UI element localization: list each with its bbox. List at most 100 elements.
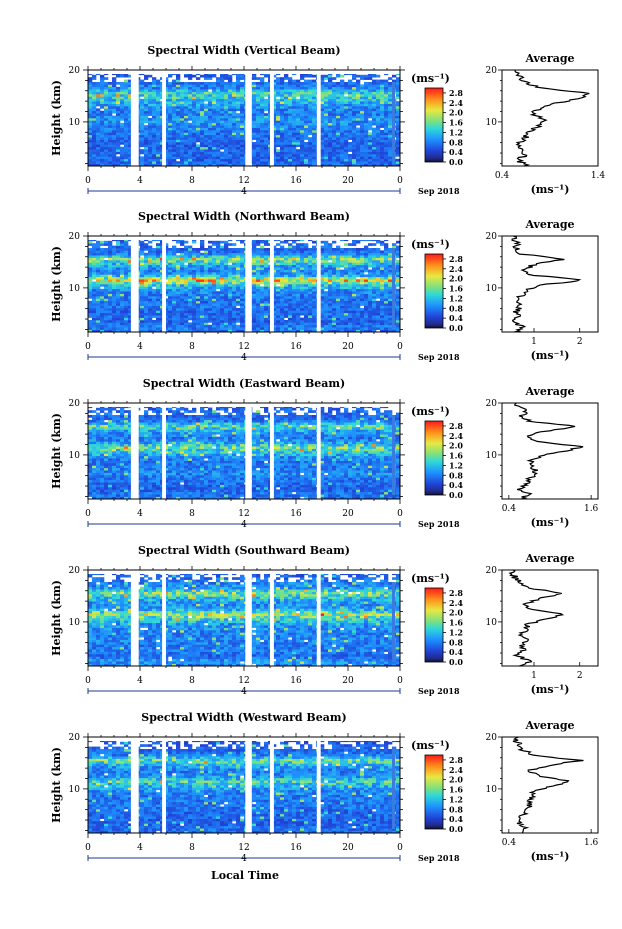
heatmap-cell: [180, 98, 185, 102]
heatmap-cell: [140, 89, 145, 92]
heatmap-cell: [148, 293, 153, 297]
heatmap-cell: [208, 115, 213, 119]
heatmap-cell: [112, 163, 117, 167]
heatmap-cell: [184, 272, 189, 275]
heatmap-cell: [232, 327, 237, 330]
heatmap-cell: [184, 103, 189, 107]
heatmap-cell: [292, 279, 297, 282]
heatmap-cell: [264, 156, 269, 160]
heatmap-cell: [252, 272, 257, 275]
average-x-tick-label: 1.4: [591, 171, 606, 181]
heatmap-cell: [168, 327, 173, 330]
heatmap-cell: [204, 308, 209, 311]
heatmap-cell: [196, 118, 201, 121]
heatmap-cell: [208, 144, 213, 148]
heatmap-cell: [172, 156, 177, 160]
heatmap-cell: [296, 91, 301, 95]
heatmap-cell: [264, 163, 269, 167]
heatmap-cell: [240, 303, 245, 306]
heatmap-cell: [104, 134, 109, 138]
heatmap-cell: [216, 303, 221, 306]
heatmap-cell: [208, 317, 213, 321]
heatmap-cell: [220, 79, 225, 83]
heatmap-cell: [280, 312, 285, 316]
heatmap-cell: [144, 293, 149, 297]
heatmap-cell: [188, 82, 193, 85]
heatmap-cell: [216, 308, 221, 311]
heatmap-cell: [320, 149, 325, 152]
heatmap-cell: [96, 298, 101, 302]
heatmap-cell: [356, 98, 361, 102]
heatmap-cell: [300, 291, 305, 294]
heatmap-cell: [92, 310, 97, 314]
heatmap-cell: [348, 281, 353, 285]
heatmap-cell: [380, 106, 385, 109]
heatmap-cell: [372, 98, 377, 102]
heatmap-cell: [196, 279, 201, 282]
heatmap-cell: [188, 122, 193, 126]
heatmap-cell: [380, 132, 385, 136]
heatmap-cell: [276, 142, 281, 145]
heatmap-cell: [216, 94, 221, 97]
heatmap-cell: [200, 305, 205, 309]
heatmap-cell: [224, 274, 229, 278]
heatmap-cell: [240, 120, 245, 124]
heatmap-cell: [112, 154, 117, 157]
heatmap-cell: [360, 146, 365, 150]
heatmap-cell: [172, 146, 177, 150]
heatmap-cell: [204, 132, 209, 136]
heatmap-cell: [224, 94, 229, 97]
heatmap-cell: [340, 103, 345, 107]
heatmap-cell: [204, 288, 209, 292]
heatmap-cell: [168, 149, 173, 152]
heatmap-cell: [144, 101, 149, 104]
heatmap-cell: [180, 154, 185, 157]
heatmap-cell: [96, 149, 101, 152]
heatmap-cell: [232, 296, 237, 299]
heatmap-cell: [180, 320, 185, 323]
heatmap-cell: [104, 89, 109, 92]
heatmap-cell: [176, 151, 181, 155]
heatmap-cell: [360, 324, 365, 328]
heatmap-cell: [328, 327, 333, 330]
heatmap-cell: [236, 308, 241, 311]
heatmap-cell: [292, 139, 297, 143]
heatmap-cell: [288, 139, 293, 143]
heatmap-cell: [120, 74, 125, 78]
heatmap-cell: [264, 137, 269, 140]
heatmap-cell: [264, 118, 269, 121]
heatmap-cell: [212, 122, 217, 126]
heatmap-cell: [308, 300, 313, 304]
heatmap-cell: [276, 274, 281, 278]
heatmap-cell: [96, 274, 101, 278]
heatmap-cell: [144, 310, 149, 314]
heatmap-cell: [260, 161, 265, 164]
heatmap-cell: [388, 305, 393, 309]
heatmap-cell: [96, 142, 101, 145]
heatmap-cell: [332, 156, 337, 160]
heatmap-cell: [300, 156, 305, 160]
heatmap-cell: [332, 96, 337, 100]
heatmap-cell: [104, 110, 109, 114]
heatmap-cell: [232, 288, 237, 292]
heatmap-cell: [360, 110, 365, 114]
heatmap-cell: [212, 96, 217, 100]
heatmap-cell: [108, 149, 113, 152]
heatmap-cell: [172, 308, 177, 311]
heatmap-cell: [296, 324, 301, 328]
heatmap-cell: [140, 281, 145, 285]
heatmap-cell: [156, 274, 161, 278]
heatmap-cell: [376, 322, 381, 326]
heatmap-cell: [236, 82, 241, 85]
heatmap-cell: [112, 310, 117, 314]
heatmap-cell: [176, 281, 181, 285]
heatmap-cell: [368, 161, 373, 164]
heatmap-cell: [288, 293, 293, 297]
heatmap-cell: [92, 86, 97, 90]
heatmap-cell: [328, 74, 333, 78]
heatmap-cell: [172, 103, 177, 107]
heatmap-cell: [104, 86, 109, 90]
heatmap-cell: [124, 158, 129, 162]
heatmap-cell: [284, 132, 289, 136]
heatmap-cell: [96, 89, 101, 92]
